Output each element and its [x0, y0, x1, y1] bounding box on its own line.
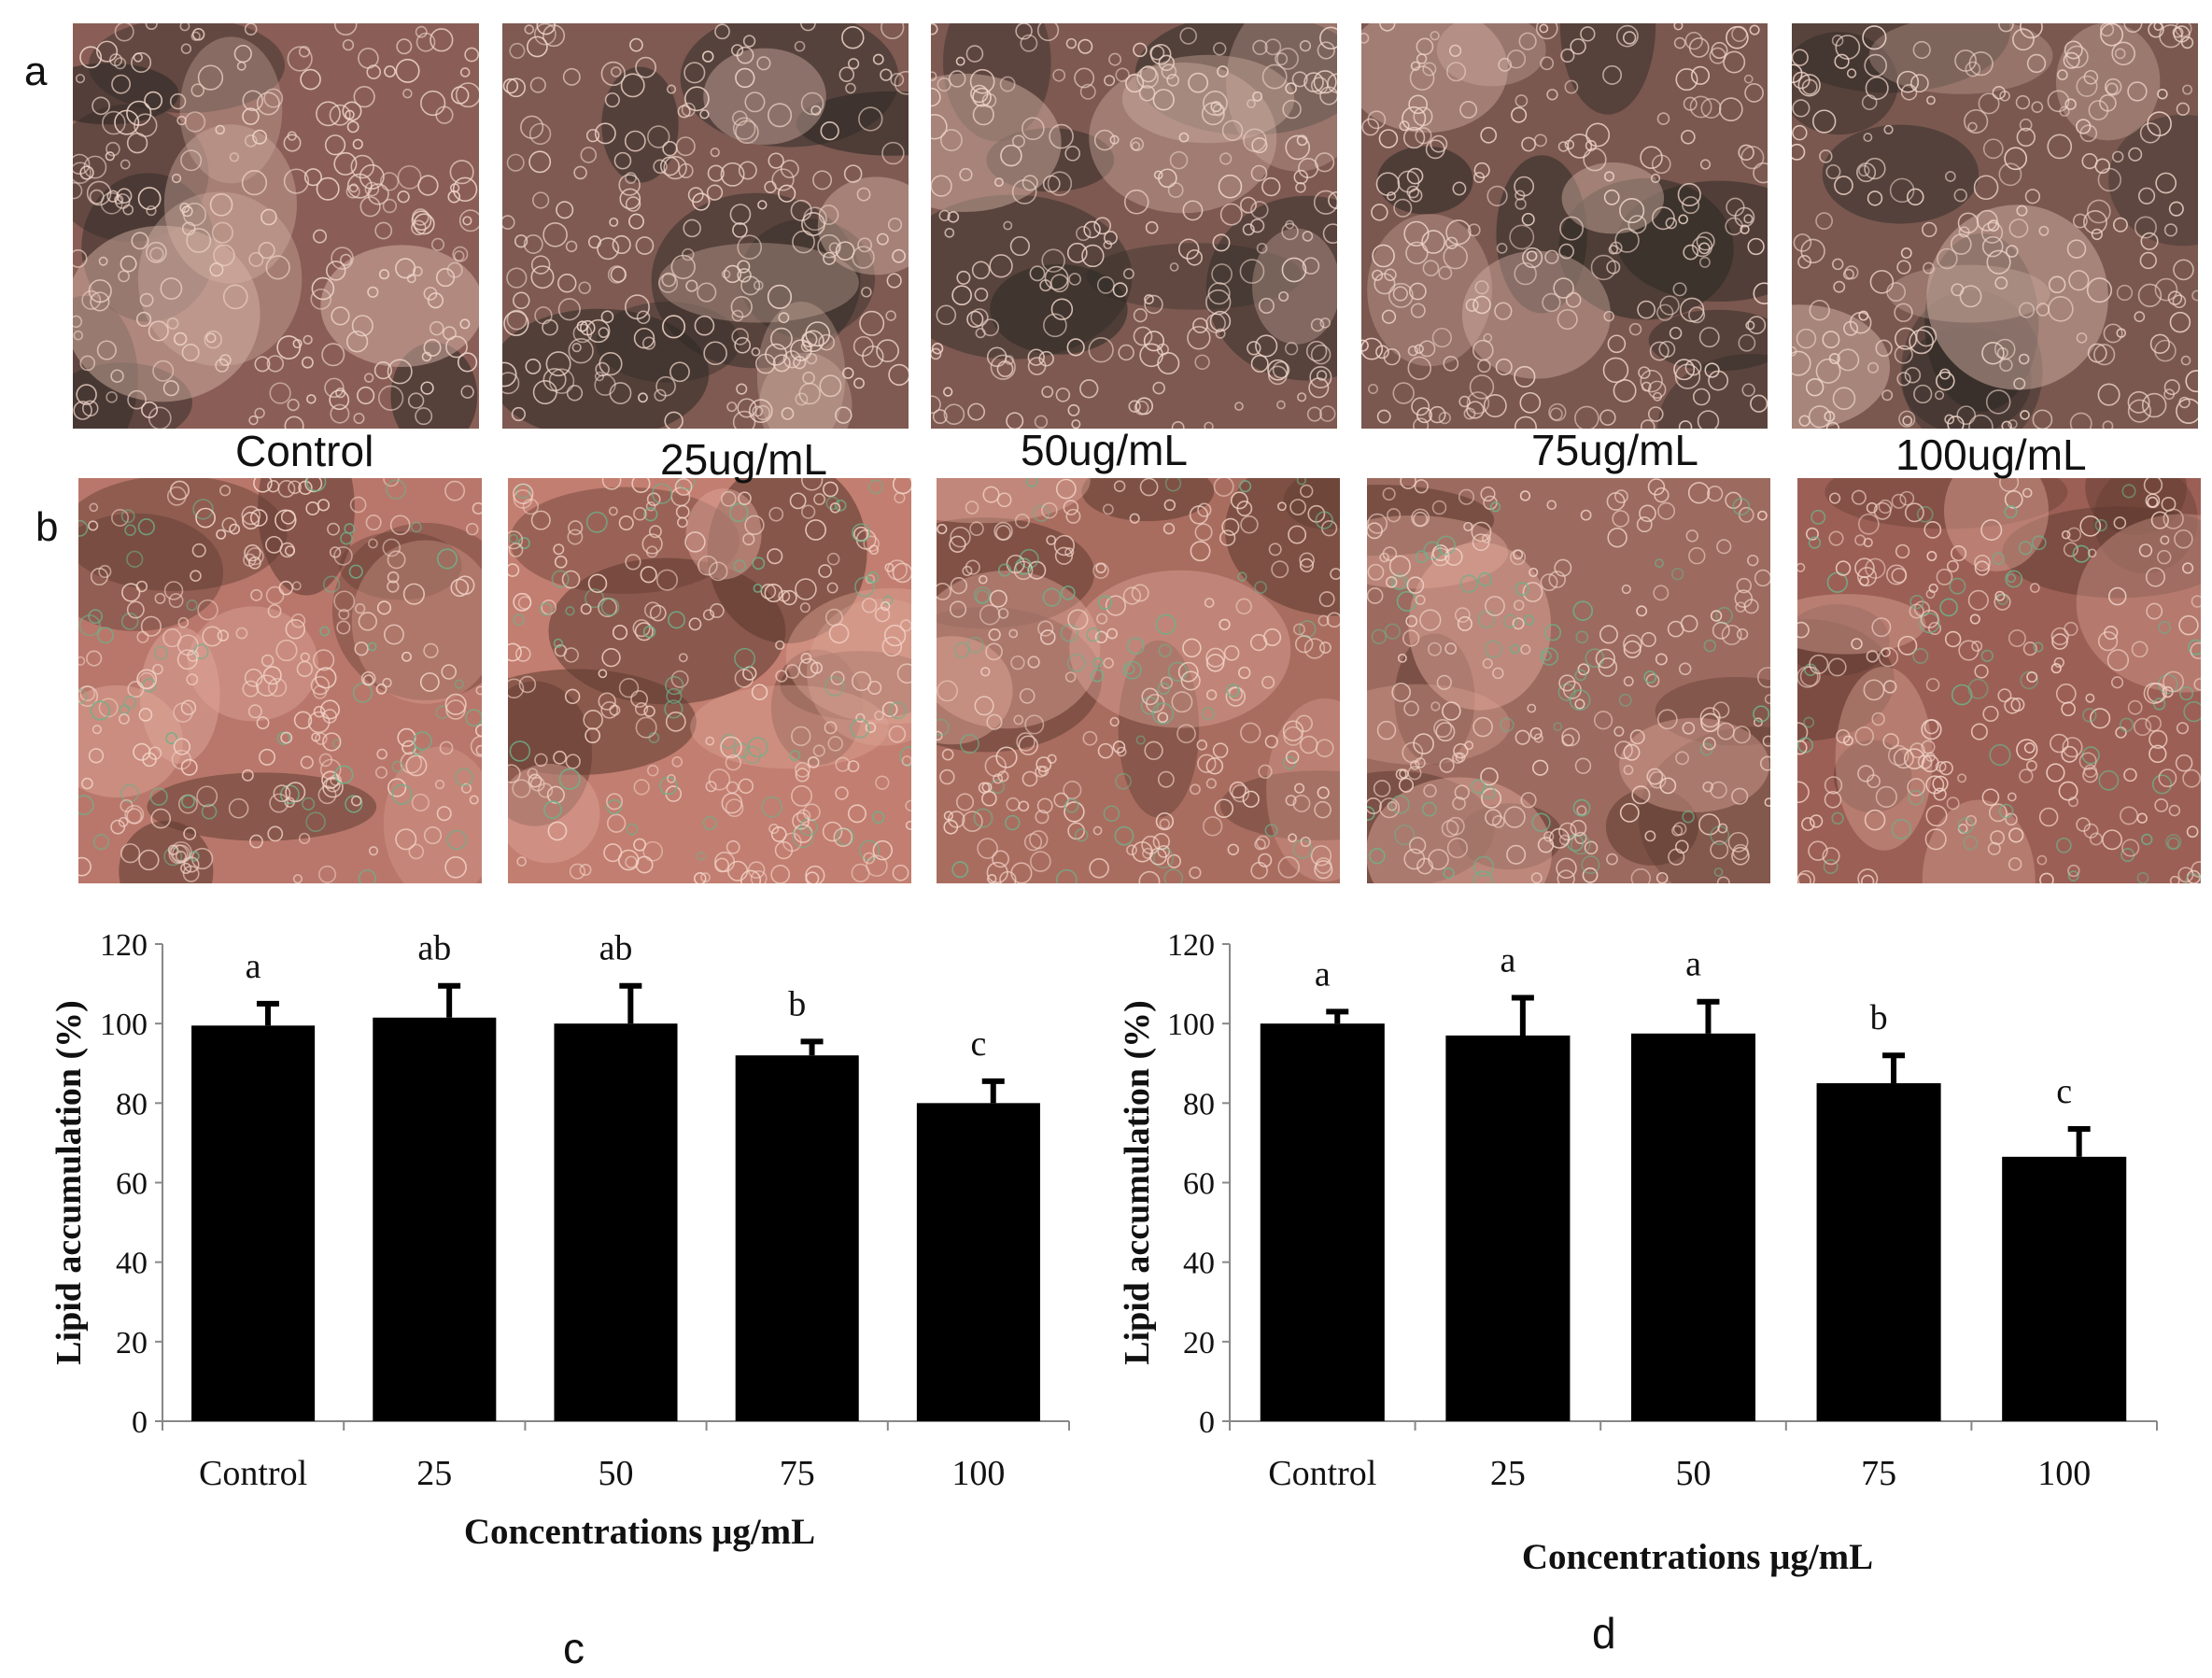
y-tick-label: 0: [132, 1405, 148, 1440]
significance-label-1: a: [246, 947, 261, 986]
significance-label-4: b: [788, 984, 806, 1023]
x-axis-title: Concentrations μg/mL: [1522, 1537, 1873, 1577]
micrograph-a-3: [931, 23, 1337, 429]
y-tick-label: 100: [1167, 1008, 1215, 1042]
bar-5: [916, 1103, 1040, 1421]
bar-1: [191, 1025, 316, 1421]
x-tick-label-1: Control: [1268, 1454, 1376, 1493]
y-tick-label: 60: [1183, 1167, 1215, 1202]
significance-label-3: ab: [599, 929, 633, 968]
row-b-label: b: [35, 504, 59, 550]
bar-chart-d: 0 20 40 60 80 100 120 a Control a 25 a 50 b 75 c 100 Conc…: [1118, 928, 2158, 1577]
bar-2: [373, 1017, 497, 1421]
x-tick-label-2: 25: [416, 1454, 452, 1493]
bar-5: [2002, 1156, 2127, 1421]
y-tick-label: 100: [100, 1008, 148, 1042]
micrograph-b-1: [78, 478, 482, 883]
bar-chart-c: 0 20 40 60 80 100 120 a Control ab 25 ab 50 b 75 c 100 Co…: [49, 928, 1070, 1552]
y-tick-label: 120: [1167, 928, 1215, 963]
x-tick-label-5: 100: [2037, 1454, 2091, 1493]
significance-label-2: a: [1500, 940, 1515, 980]
significance-label-1: a: [1315, 954, 1331, 994]
x-tick-label-5: 100: [951, 1454, 1005, 1493]
x-tick-label-1: Control: [199, 1454, 307, 1493]
y-tick-label: 20: [1183, 1326, 1215, 1361]
micrograph-b-2: [508, 478, 911, 883]
micrograph-a-1: [73, 23, 479, 429]
y-tick-label: 80: [116, 1087, 148, 1121]
significance-label-4: b: [1870, 998, 1888, 1037]
significance-label-5: c: [970, 1024, 986, 1064]
bar-3: [1630, 1033, 1756, 1421]
bar-3: [554, 1023, 678, 1421]
y-axis-title: Lipid accumulation (%): [49, 1000, 89, 1365]
significance-label-3: a: [1685, 945, 1701, 984]
y-tick-label: 20: [116, 1326, 148, 1361]
caption-75: 75ug/mL: [1531, 426, 1699, 474]
significance-label-2: ab: [417, 929, 451, 968]
significance-label-5: c: [2056, 1072, 2072, 1111]
y-axis-title: Lipid accumulation (%): [1118, 1000, 1157, 1365]
micrograph-a-5: [1792, 23, 2198, 429]
panel-label-d: d: [1592, 1609, 1616, 1657]
y-tick-label: 120: [100, 928, 148, 963]
caption-25: 25ug/mL: [660, 435, 828, 484]
x-axis-title: Concentrations μg/mL: [464, 1512, 815, 1552]
panel-label-c: c: [563, 1624, 585, 1672]
micrograph-b-3: [937, 478, 1340, 883]
x-tick-label-3: 50: [599, 1454, 634, 1493]
caption-100: 100ug/mL: [1895, 430, 2087, 479]
micrograph-b-4: [1367, 478, 1770, 883]
bar-4: [735, 1055, 859, 1421]
bar-4: [1816, 1083, 1941, 1421]
y-tick-label: 0: [1199, 1405, 1215, 1440]
micrograph-b-5: [1797, 478, 2201, 883]
x-tick-label-2: 25: [1490, 1454, 1526, 1493]
y-tick-label: 40: [116, 1247, 148, 1281]
x-tick-label-4: 75: [1861, 1454, 1896, 1493]
caption-control: Control: [235, 427, 374, 475]
x-tick-label-4: 75: [780, 1454, 815, 1493]
y-tick-label: 60: [116, 1167, 148, 1202]
bar-1: [1260, 1023, 1385, 1421]
caption-50: 50ug/mL: [1021, 426, 1189, 474]
y-tick-label: 40: [1183, 1247, 1215, 1281]
micrograph-a-2: [502, 23, 909, 429]
micrograph-a-4: [1361, 23, 1768, 429]
x-tick-label-3: 50: [1676, 1454, 1712, 1493]
bar-2: [1445, 1035, 1571, 1421]
row-a-label: a: [24, 49, 48, 94]
y-tick-label: 80: [1183, 1087, 1215, 1121]
